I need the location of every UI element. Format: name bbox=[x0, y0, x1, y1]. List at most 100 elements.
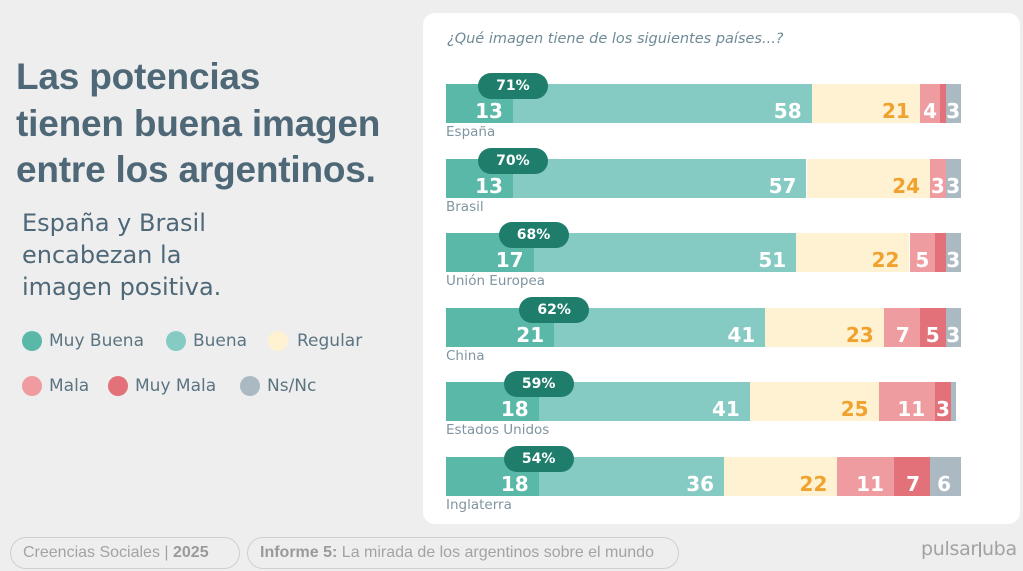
headline-line: entre los argentinos. bbox=[16, 149, 376, 190]
positive-total-badge: 71% bbox=[477, 73, 548, 99]
footer-series-label: Creencias Sociales | bbox=[23, 544, 173, 561]
bar-value-label: 5 bbox=[915, 248, 930, 272]
headline-line: tienen buena imagen bbox=[16, 102, 381, 144]
bar-value-label: 25 bbox=[840, 397, 869, 421]
bar-segment-muy-mala: 3 bbox=[935, 382, 951, 421]
bar-segment-regular: 22 bbox=[796, 233, 910, 272]
bar-row-inglaterra: 18 36 22 11 7 6 bbox=[446, 457, 961, 496]
footer-report-badge: Informe 5: La mirada de los argentinos s… bbox=[247, 537, 679, 569]
legend-label: Muy Mala bbox=[135, 376, 217, 396]
legend-swatch-icon bbox=[166, 331, 186, 351]
bar-segment-mala: 3 bbox=[930, 159, 946, 198]
bar-segment-regular: 24 bbox=[806, 159, 931, 198]
legend-item-muy-mala: Muy Mala bbox=[108, 375, 216, 397]
positive-total-badge: 70% bbox=[477, 148, 548, 174]
bar-value-label: 18 bbox=[500, 397, 529, 421]
positive-total-badge: 54% bbox=[503, 446, 574, 472]
bar-segment-mala: 11 bbox=[837, 457, 895, 496]
bar-value-label: 21 bbox=[516, 323, 545, 347]
country-label: Brasil bbox=[446, 199, 484, 215]
footer-series-year: 2025 bbox=[173, 544, 209, 561]
country-label: España bbox=[446, 124, 496, 140]
bar-segment-buena: 51 bbox=[533, 233, 797, 272]
bar-segment-muy-mala bbox=[940, 84, 946, 123]
subheadline: España y Brasil encabezan la imagen posi… bbox=[22, 207, 221, 303]
chart-title: ¿Qué imagen tiene de los siguientes país… bbox=[447, 31, 784, 47]
bar-value-label: 18 bbox=[500, 472, 529, 496]
legend-item-buena: Buena bbox=[166, 330, 247, 352]
legend-item-mala: Mala bbox=[22, 375, 89, 397]
bar-value-label: 41 bbox=[727, 323, 756, 347]
bar-segment-buena: 57 bbox=[512, 159, 807, 198]
logo-text-left: pulsar bbox=[921, 538, 978, 560]
bar-segment-ns-nc: 3 bbox=[945, 233, 961, 272]
subheadline-line: encabezan la bbox=[22, 241, 182, 269]
subheadline-line: España y Brasil bbox=[22, 209, 206, 237]
headline: Las potencias tienen buena imagen entre … bbox=[16, 54, 380, 194]
bar-value-label: 3 bbox=[930, 174, 945, 198]
bar-segment-regular: 21 bbox=[811, 84, 920, 123]
bar-value-label: 23 bbox=[845, 323, 874, 347]
bar-segment-buena: 41 bbox=[554, 308, 766, 347]
country-label: Inglaterra bbox=[446, 497, 512, 513]
bar-segment-ns-nc: 3 bbox=[945, 159, 961, 198]
bar-segment-regular: 23 bbox=[765, 308, 884, 347]
bar-value-label: 4 bbox=[923, 99, 938, 123]
bar-row-china: 21 41 23 7 5 3 bbox=[446, 308, 961, 347]
bar-row-union-europea: 17 51 22 5 3 bbox=[446, 233, 961, 272]
country-label: Unión Europea bbox=[446, 273, 546, 289]
pulsar-uba-logo: pulsar uba bbox=[921, 538, 1017, 560]
bar-value-label: 3 bbox=[946, 323, 961, 347]
bar-segment-muy-mala: 7 bbox=[894, 457, 931, 496]
legend-label: Muy Buena bbox=[49, 331, 144, 351]
logo-mark-icon bbox=[978, 542, 981, 557]
bar-segment-mala: 7 bbox=[883, 308, 920, 347]
legend-swatch-icon bbox=[22, 331, 42, 351]
bar-segment-mala: 11 bbox=[878, 382, 936, 421]
bar-value-label: 11 bbox=[856, 472, 885, 496]
bar-value-label: 5 bbox=[925, 323, 940, 347]
bar-segment-muy-mala: 5 bbox=[919, 308, 946, 347]
country-label: Estados Unidos bbox=[446, 422, 550, 438]
positive-total-badge: 62% bbox=[519, 297, 590, 323]
bar-value-label: 13 bbox=[475, 99, 503, 123]
bar-value-label: 17 bbox=[495, 248, 524, 272]
bar-segment-regular: 22 bbox=[724, 457, 838, 496]
legend-item-ns-nc: Ns/Nc bbox=[240, 375, 316, 397]
bar-value-label: 21 bbox=[881, 99, 910, 123]
bar-value-label: 3 bbox=[946, 248, 961, 272]
bar-value-label: 11 bbox=[897, 397, 926, 421]
legend-label: Mala bbox=[49, 376, 90, 396]
bar-segment-ns-nc: 6 bbox=[930, 457, 961, 496]
headline-line: Las potencias bbox=[16, 56, 261, 97]
bar-value-label: 3 bbox=[936, 397, 950, 421]
bar-value-label: 24 bbox=[892, 174, 921, 198]
bar-segment-muy-buena: 18 bbox=[446, 457, 539, 496]
bar-row-estados-unidos: 18 41 25 11 3 bbox=[446, 382, 961, 421]
legend-swatch-icon bbox=[108, 376, 128, 396]
bar-value-label: 41 bbox=[711, 397, 740, 421]
bar-value-label: 3 bbox=[946, 174, 961, 198]
footer-report-label: Informe 5: bbox=[260, 544, 338, 561]
legend-item-regular: Regular bbox=[268, 330, 362, 352]
bar-segment-muy-mala bbox=[935, 233, 946, 272]
country-label: China bbox=[446, 348, 485, 364]
bar-segment-ns-nc: 3 bbox=[945, 84, 961, 123]
legend-swatch-icon bbox=[22, 376, 42, 396]
legend-label: Buena bbox=[193, 331, 248, 351]
legend-item-muy-buena: Muy Buena bbox=[22, 330, 144, 352]
subheadline-line: imagen positiva. bbox=[22, 273, 222, 301]
bar-value-label: 22 bbox=[871, 248, 900, 272]
bar-segment-regular: 25 bbox=[749, 382, 879, 421]
bar-value-label: 7 bbox=[906, 472, 921, 496]
bar-value-label: 57 bbox=[768, 174, 797, 198]
bar-segment-buena: 58 bbox=[512, 84, 812, 123]
bar-segment-ns-nc bbox=[950, 382, 956, 421]
bar-segment-mala: 4 bbox=[919, 84, 941, 123]
legend-swatch-icon bbox=[268, 331, 288, 351]
legend-label: Regular bbox=[297, 331, 363, 351]
footer-series-badge: Creencias Sociales | 2025 bbox=[10, 537, 240, 569]
legend-swatch-icon bbox=[240, 376, 260, 396]
bar-value-label: 7 bbox=[895, 323, 910, 347]
